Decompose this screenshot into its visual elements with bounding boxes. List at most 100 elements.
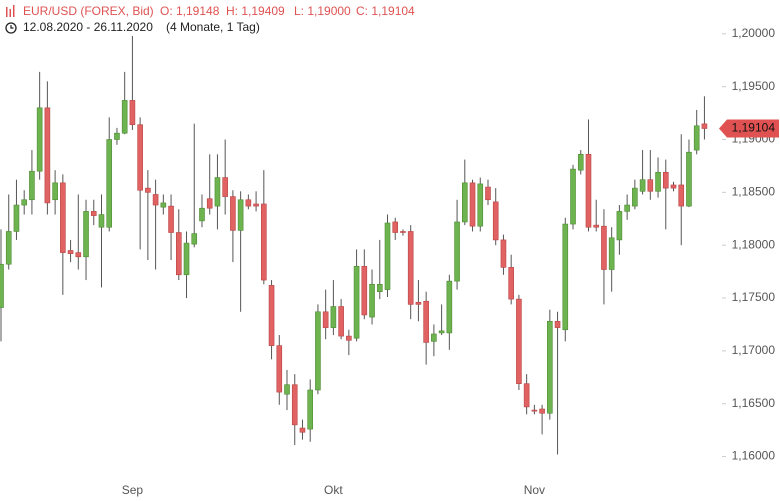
- y-tick-label: 1,18000: [732, 237, 776, 251]
- candle-body: [268, 285, 275, 346]
- candle-body: [137, 124, 143, 191]
- chart-icon: [6, 5, 15, 17]
- candle-body: [369, 284, 375, 318]
- candle-body: [60, 182, 66, 253]
- candle-body: [693, 125, 700, 151]
- candle-body: [67, 250, 74, 254]
- period: (4 Monate, 1 Tag): [166, 20, 260, 34]
- y-tick-label: 1,16000: [732, 449, 776, 463]
- candle-body: [632, 187, 638, 207]
- candle-body: [639, 179, 646, 192]
- candle-body: [183, 242, 190, 276]
- candle-body: [222, 177, 228, 197]
- candle-body: [322, 311, 329, 328]
- candle-body: [601, 225, 607, 270]
- last-price-label: 1,19104: [732, 121, 776, 135]
- candle-body: [392, 221, 399, 233]
- last-price-box: [719, 119, 779, 138]
- candle-body: [83, 211, 89, 258]
- candle-body: [245, 199, 252, 207]
- candle-body: [431, 333, 437, 342]
- ohlc-label: H: 1,19409: [226, 4, 285, 18]
- candle-body: [554, 320, 561, 328]
- candle-body: [384, 222, 391, 290]
- candle-body: [206, 198, 213, 209]
- candle-body: [485, 186, 491, 201]
- candle-body: [686, 151, 692, 207]
- ohlc-label: O: 1,19148: [160, 4, 220, 18]
- candle-body: [13, 204, 20, 232]
- candle-body: [346, 335, 352, 341]
- x-tick-label: Okt: [324, 483, 343, 497]
- candle-body: [562, 223, 569, 331]
- candle-body: [307, 389, 314, 430]
- candle-body: [454, 221, 460, 282]
- candle-body: [98, 214, 105, 228]
- y-tick-label: 1,18500: [732, 185, 776, 199]
- candle-body: [400, 231, 406, 233]
- candle-body: [647, 179, 654, 192]
- candle-body: [0, 263, 4, 308]
- x-tick-label: Nov: [524, 483, 545, 497]
- candle-body: [361, 266, 368, 316]
- candle-body: [469, 182, 476, 227]
- candle-body: [129, 100, 136, 126]
- candle-body: [616, 211, 623, 241]
- candle-body: [168, 205, 174, 233]
- candle-body: [261, 203, 267, 281]
- y-tick-label: 1,19500: [732, 79, 776, 93]
- candle-body: [330, 306, 337, 328]
- candle-body: [106, 139, 113, 228]
- candle-body: [160, 202, 167, 208]
- candle-body: [477, 183, 484, 227]
- candle-body: [75, 252, 82, 258]
- candle-body: [438, 330, 445, 334]
- date-range: 12.08.2020 - 26.11.2020: [23, 20, 153, 34]
- candle-body: [338, 306, 344, 337]
- candle-body: [44, 107, 51, 204]
- candle-body: [191, 233, 198, 245]
- candle-body: [284, 384, 290, 395]
- clock-icon: [5, 22, 17, 34]
- candle-body: [29, 170, 35, 201]
- y-tick-label: 1,16500: [732, 396, 776, 410]
- candle-body: [461, 182, 468, 223]
- candle-body: [152, 194, 159, 206]
- candle-body: [145, 187, 151, 193]
- candle-body: [500, 239, 507, 268]
- ohlc-label: L: 1,19000: [294, 4, 351, 18]
- candle-body: [214, 177, 221, 207]
- candle-body: [655, 171, 661, 192]
- candle-body: [492, 201, 499, 241]
- candle-body: [585, 154, 592, 228]
- candle-body: [114, 132, 120, 140]
- candle-body: [570, 168, 576, 225]
- y-tick-label: 1,17500: [732, 290, 776, 304]
- candle-body: [291, 384, 298, 426]
- candle-body: [415, 301, 422, 305]
- candle-body: [52, 182, 58, 201]
- x-tick-label: Sep: [122, 483, 144, 497]
- candle-body: [516, 298, 522, 384]
- candle-body: [230, 196, 236, 231]
- candle-body: [237, 199, 244, 231]
- candle-body: [299, 427, 306, 433]
- candle-body: [407, 231, 414, 305]
- y-tick-label: 1,17000: [732, 343, 776, 357]
- candle-body: [423, 300, 429, 343]
- candle-body: [199, 207, 205, 222]
- candle-body: [21, 199, 27, 206]
- candle-body: [36, 107, 43, 172]
- candle-body: [353, 266, 360, 339]
- y-tick-label: 1,20000: [732, 26, 776, 40]
- candle-body: [608, 237, 615, 270]
- candle-body: [5, 231, 12, 265]
- candle-body: [376, 284, 383, 293]
- candle-body: [90, 211, 97, 216]
- candle-body: [670, 184, 677, 189]
- ohlc-label: C: 1,19104: [356, 4, 415, 18]
- chart-title: EUR/USD (FOREX, Bid): [23, 4, 154, 18]
- candle-body: [276, 345, 283, 393]
- candle-body: [547, 320, 553, 414]
